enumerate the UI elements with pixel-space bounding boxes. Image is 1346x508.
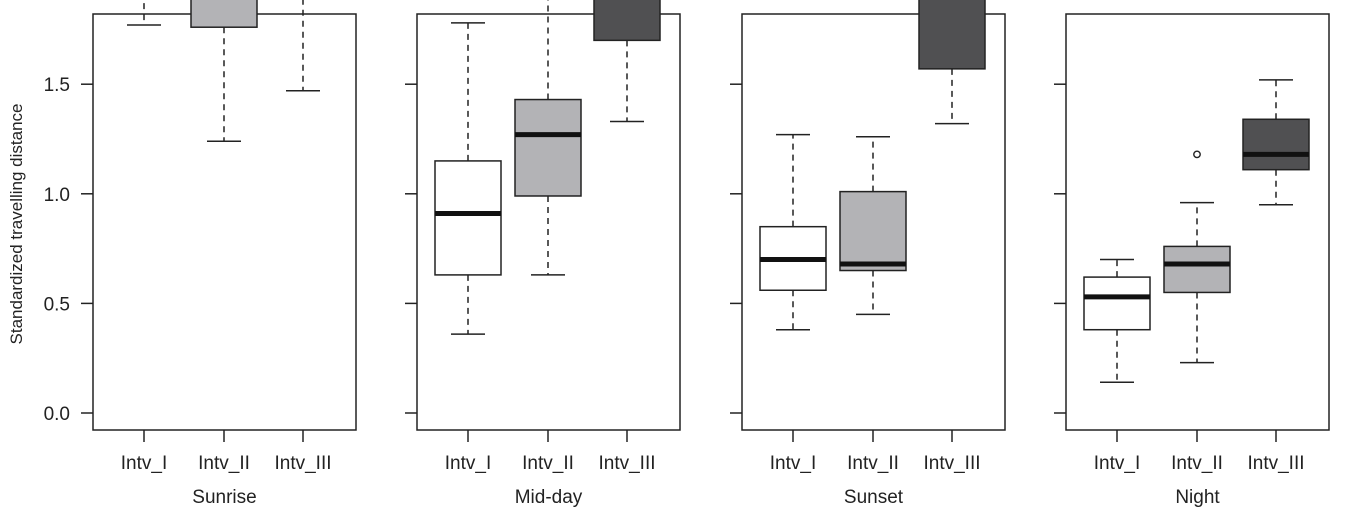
panel-label: Night <box>1175 487 1220 508</box>
box-intv-i <box>759 133 827 331</box>
x-tick-label: Intv_I <box>121 453 167 474</box>
y-axis-label: Standardized travelling distance <box>7 104 26 345</box>
x-tick-label: Intv_II <box>847 453 899 474</box>
box-intv-ii <box>514 0 582 276</box>
box-intv-iii <box>286 0 320 92</box>
box-intv-i <box>434 22 502 335</box>
x-tick-label: Intv_II <box>522 453 574 474</box>
iqr-box <box>839 190 907 272</box>
panel-sunset: Intv_I Intv_II Intv_III Sunset <box>730 0 1006 508</box>
box-intv-ii <box>1163 150 1231 364</box>
box-intv-i <box>127 0 161 26</box>
box-intv-iii <box>593 0 661 123</box>
iqr-box <box>1083 276 1151 331</box>
x-tick-label: Intv_I <box>1094 453 1140 474</box>
y-tick-label: 0.0 <box>44 404 70 425</box>
iqr-box <box>514 98 582 197</box>
y-tick-label: 0.5 <box>44 294 70 315</box>
panel-sunrise: Intv_I Intv_II Intv_III Sunrise <box>81 0 357 508</box>
iqr-box <box>190 0 258 28</box>
panel-mid-day: Intv_I Intv_II Intv_III Mid-day <box>405 0 681 508</box>
box-intv-iii <box>1242 79 1310 206</box>
y-tick-label: 1.0 <box>44 185 70 206</box>
panel-night: Intv_I Intv_II Intv_III Night <box>1054 13 1330 508</box>
x-tick-label: Intv_II <box>198 453 250 474</box>
iqr-box <box>1163 245 1231 294</box>
panel-label: Mid-day <box>515 487 583 508</box>
panel-label: Sunrise <box>192 487 256 508</box>
box-intv-ii <box>839 136 907 316</box>
outlier-point <box>1193 150 1201 159</box>
x-tick-label: Intv_III <box>274 453 331 474</box>
y-tick-label: 1.5 <box>44 75 70 96</box>
box-intv-i <box>1083 258 1151 384</box>
iqr-box <box>918 0 986 70</box>
x-tick-label: Intv_III <box>923 453 980 474</box>
box-intv-iii <box>918 0 986 125</box>
iqr-box <box>434 160 502 276</box>
x-tick-label: Intv_III <box>1247 453 1304 474</box>
y-axis: 0.00.51.01.52.02.53.03.5 <box>44 75 70 425</box>
panel-label: Sunset <box>844 487 904 508</box>
iqr-box <box>1242 118 1310 171</box>
x-tick-label: Intv_I <box>445 453 491 474</box>
box-intv-ii <box>190 0 258 142</box>
x-tick-label: Intv_II <box>1171 453 1223 474</box>
x-tick-label: Intv_III <box>598 453 655 474</box>
iqr-box <box>593 0 661 42</box>
x-tick-label: Intv_I <box>770 453 816 474</box>
